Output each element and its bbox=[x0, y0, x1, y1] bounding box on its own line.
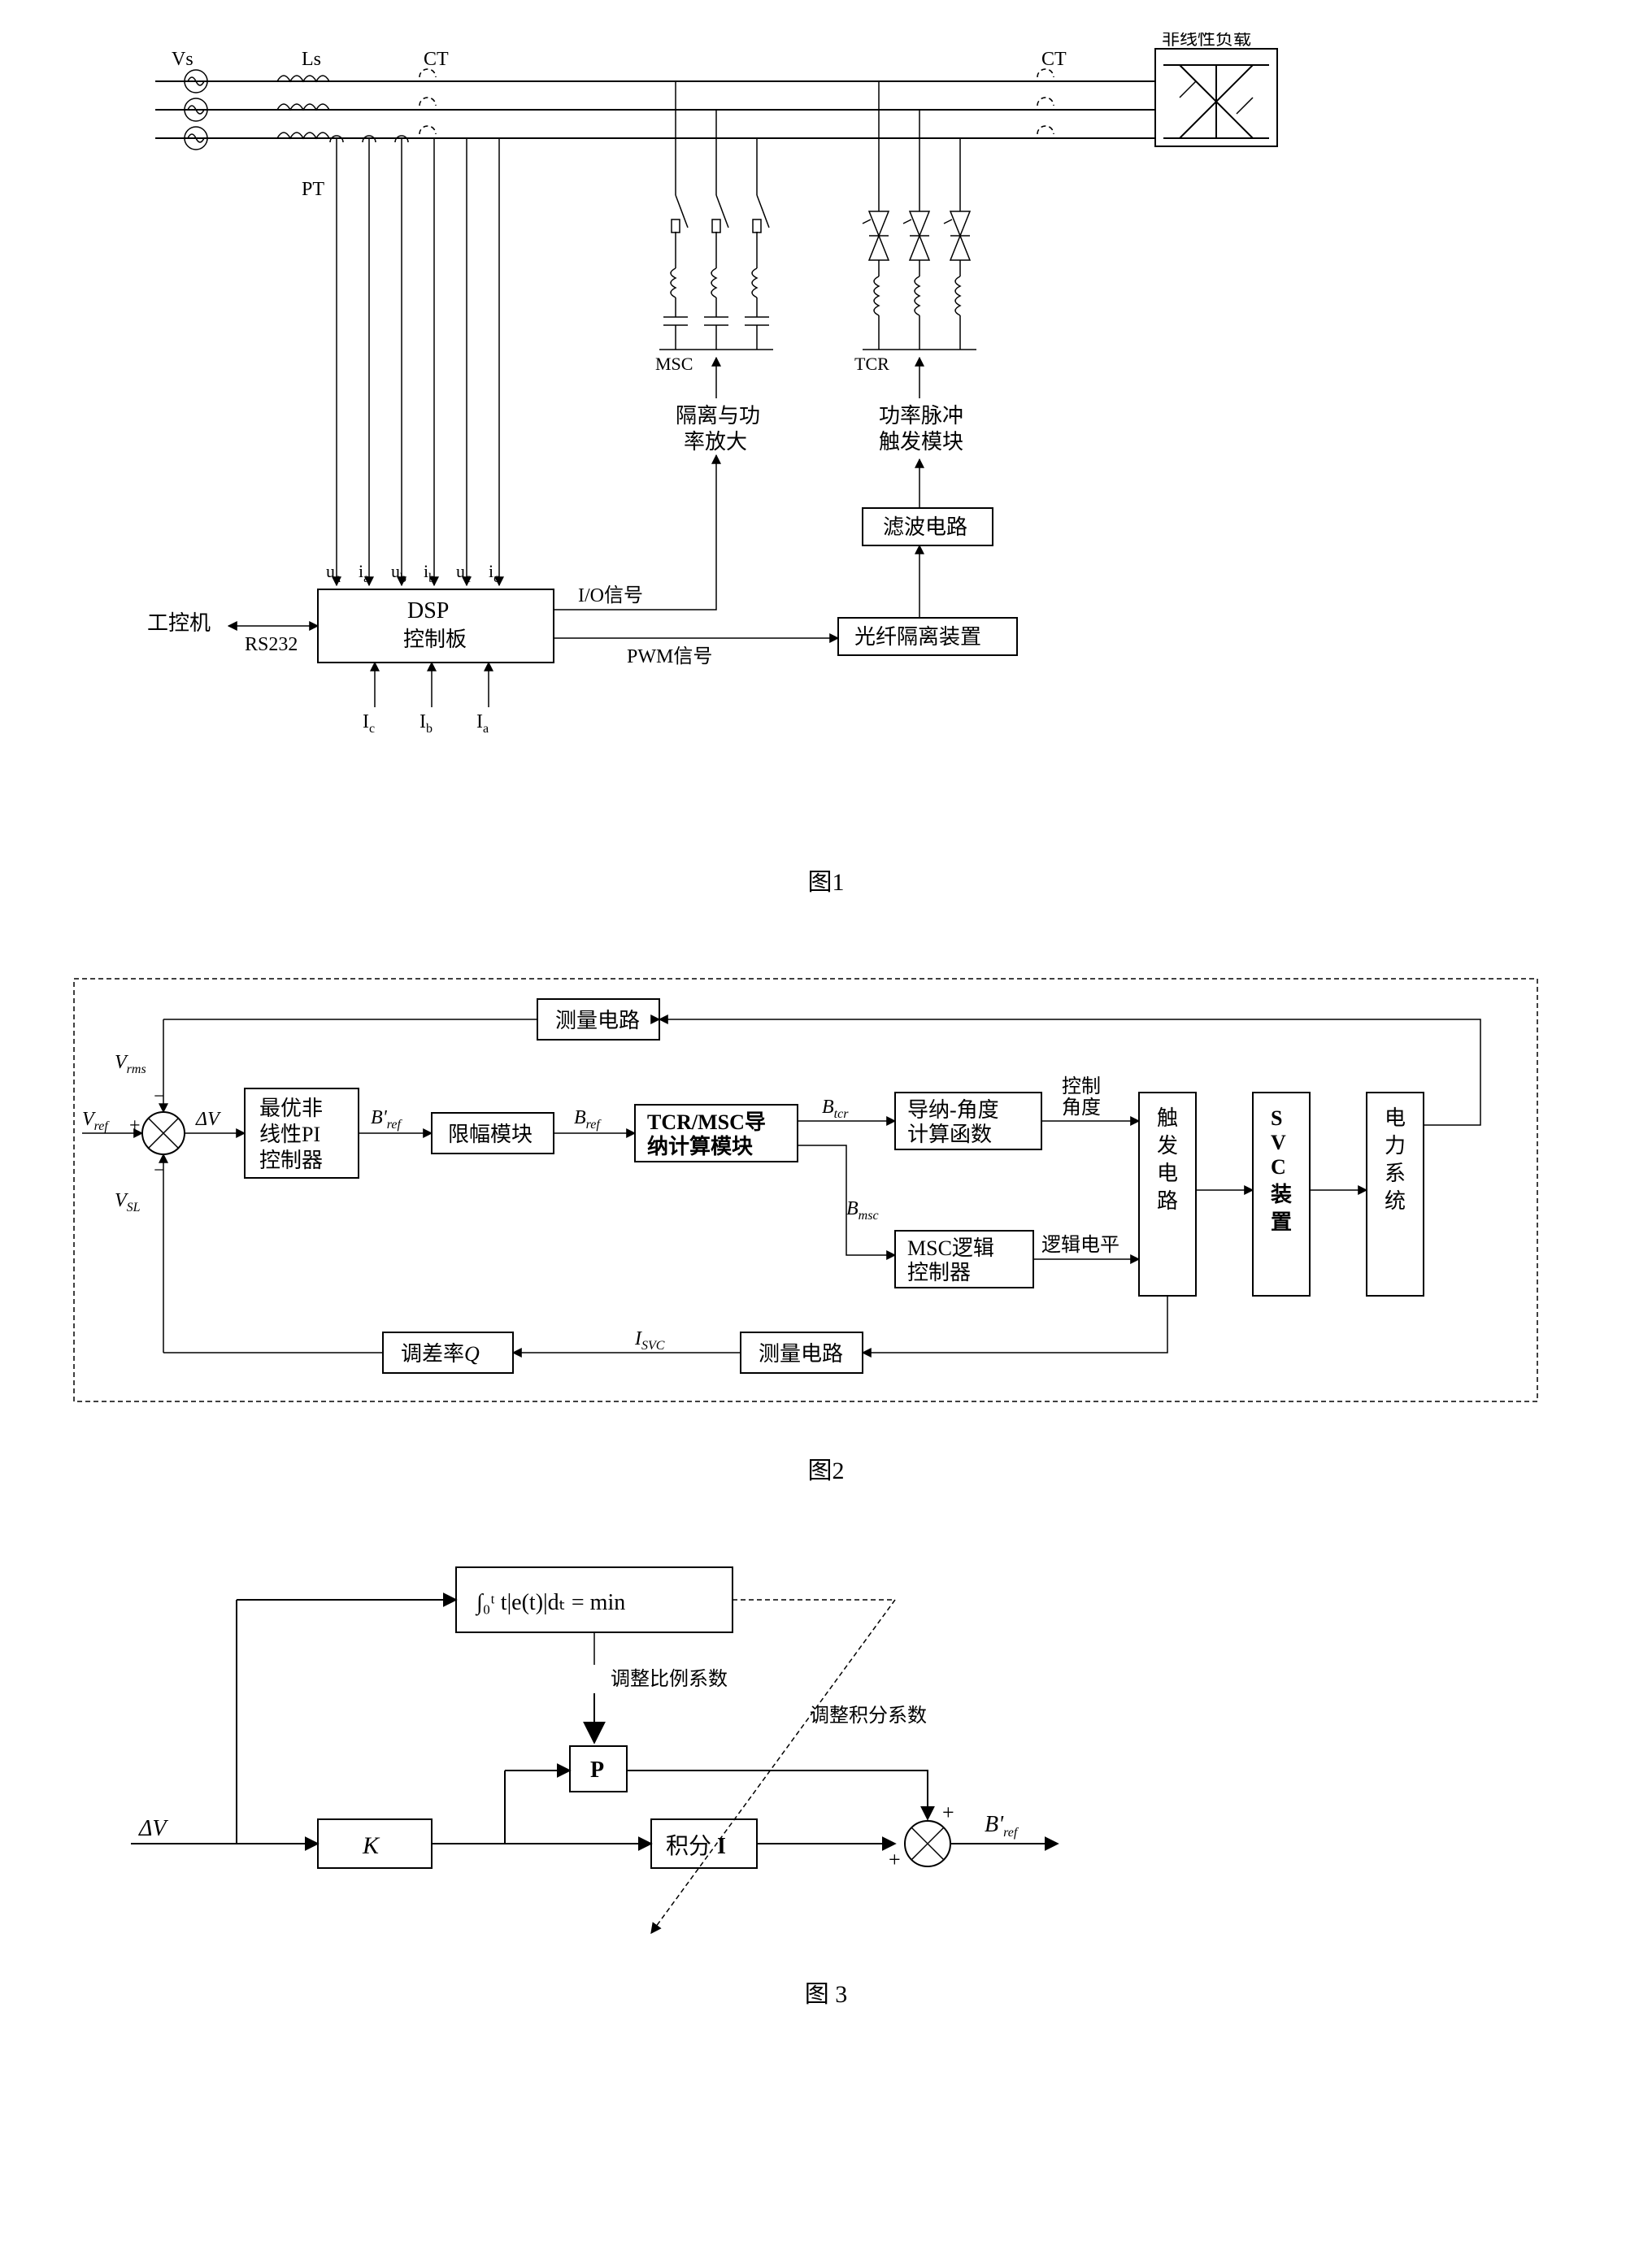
power: 电力系统 bbox=[1385, 1106, 1406, 1213]
tcrmsc-l2: 纳计算模块 bbox=[647, 1134, 753, 1158]
ct-left-label: CT bbox=[424, 49, 449, 70]
bref3: B'ref bbox=[985, 1812, 1019, 1840]
figure-2: + − − Vref Vrms VSL ΔV 最优非 线性PI 控制器 B're… bbox=[33, 946, 1619, 1486]
fig2-caption: 图2 bbox=[33, 1450, 1619, 1486]
fiber-label: 光纤隔离装置 bbox=[854, 625, 981, 649]
fig3-caption: 图 3 bbox=[33, 1974, 1619, 2009]
trigger: 触发电路 bbox=[1157, 1106, 1178, 1213]
uc: uc bbox=[456, 561, 471, 585]
io-label: I/O信号 bbox=[578, 584, 643, 606]
fig1-caption: 图1 bbox=[33, 862, 1619, 897]
vs-label: Vs bbox=[172, 49, 193, 70]
msc-label: MSC bbox=[655, 354, 693, 374]
pt-label: PT bbox=[302, 179, 324, 200]
dsp-l2: 控制板 bbox=[403, 628, 467, 651]
msc-branch bbox=[659, 81, 773, 350]
Ic: Ic bbox=[363, 711, 375, 736]
ct-right bbox=[1037, 69, 1054, 134]
Ia: Ia bbox=[476, 711, 489, 736]
filter-label: 滤波电路 bbox=[883, 515, 967, 539]
figure-1: Vs Ls CT CT 非线性负载 PT ua ia ub bbox=[33, 33, 1619, 897]
ia: ia bbox=[359, 561, 369, 585]
rs232-label: RS232 bbox=[245, 634, 298, 655]
ct-left bbox=[420, 69, 436, 134]
angle-l1: 导纳-角度 bbox=[907, 1098, 999, 1122]
ic: ic bbox=[489, 561, 499, 585]
criterion: ∫₀ᵗ t|e(t)|dₜ = min bbox=[475, 1590, 625, 1616]
pulse-l1: 功率脉冲 bbox=[879, 404, 963, 428]
limit-block: 限幅模块 bbox=[448, 1123, 533, 1146]
pi-l2: 线性PI bbox=[259, 1123, 320, 1146]
ub: ub bbox=[391, 561, 406, 585]
btcr: Btcr bbox=[822, 1097, 849, 1121]
bmsc: Bmsc bbox=[846, 1198, 879, 1223]
tcr-label: TCR bbox=[854, 354, 889, 374]
P: P bbox=[590, 1757, 604, 1783]
dv3: ΔV bbox=[138, 1816, 168, 1841]
ipc-label: 工控机 bbox=[147, 611, 211, 635]
pulse-l2: 触发模块 bbox=[879, 430, 963, 454]
adj-i: 调整积分系数 bbox=[810, 1705, 927, 1727]
iso-amp-l1: 隔离与功 bbox=[676, 404, 760, 428]
dsp-l1: DSP bbox=[407, 598, 449, 623]
tcrmsc-l1: TCR/MSC导 bbox=[647, 1110, 766, 1134]
angle-l2: 计算函数 bbox=[907, 1123, 992, 1146]
pi-l3: 控制器 bbox=[259, 1149, 323, 1172]
nonlinear-load-label: 非线性负载 bbox=[1162, 33, 1251, 49]
iso-amp-l2: 率放大 bbox=[684, 430, 747, 454]
logic-level: 逻辑电平 bbox=[1041, 1234, 1119, 1256]
bref: Bref bbox=[574, 1107, 602, 1132]
dv: ΔV bbox=[195, 1109, 221, 1130]
ib: ib bbox=[424, 561, 435, 585]
K: K bbox=[362, 1832, 380, 1859]
ls-inductors bbox=[277, 76, 329, 138]
pwm-label: PWM信号 bbox=[627, 645, 712, 667]
vrms: Vrms bbox=[115, 1052, 146, 1076]
tcr-branch bbox=[863, 81, 976, 350]
ct-right-label: CT bbox=[1041, 49, 1067, 70]
msclogic-l1: MSC逻辑 bbox=[907, 1236, 994, 1260]
ctrl-angle1: 控制 bbox=[1062, 1075, 1101, 1097]
svc: SVC装置 bbox=[1271, 1106, 1292, 1234]
pi-l1: 最优非 bbox=[259, 1097, 323, 1120]
meas1: 测量电路 bbox=[555, 1009, 640, 1032]
measurement-lines bbox=[337, 138, 499, 585]
svg-text:+: + bbox=[942, 1801, 954, 1824]
isvc: ISVC bbox=[634, 1328, 665, 1353]
ua: ua bbox=[326, 561, 341, 585]
msclogic-l2: 控制器 bbox=[907, 1261, 971, 1284]
adj-p: 调整比例系数 bbox=[611, 1668, 728, 1690]
meas2: 测量电路 bbox=[759, 1342, 843, 1366]
bref-p: B'ref bbox=[371, 1107, 403, 1132]
Ib: Ib bbox=[420, 711, 433, 736]
figure-3: ΔV ∫₀ᵗ t|e(t)|dₜ = min 调整积分系数 调整比例系数 K P… bbox=[33, 1535, 1619, 2009]
slope: 调差率Q bbox=[401, 1342, 480, 1366]
vsl: VSL bbox=[115, 1190, 141, 1214]
ctrl-angle2: 角度 bbox=[1062, 1097, 1101, 1119]
vref: Vref bbox=[82, 1109, 110, 1133]
integral: 积分 I bbox=[666, 1834, 726, 1859]
ls-label: Ls bbox=[302, 49, 321, 70]
svg-text:+: + bbox=[889, 1848, 901, 1871]
